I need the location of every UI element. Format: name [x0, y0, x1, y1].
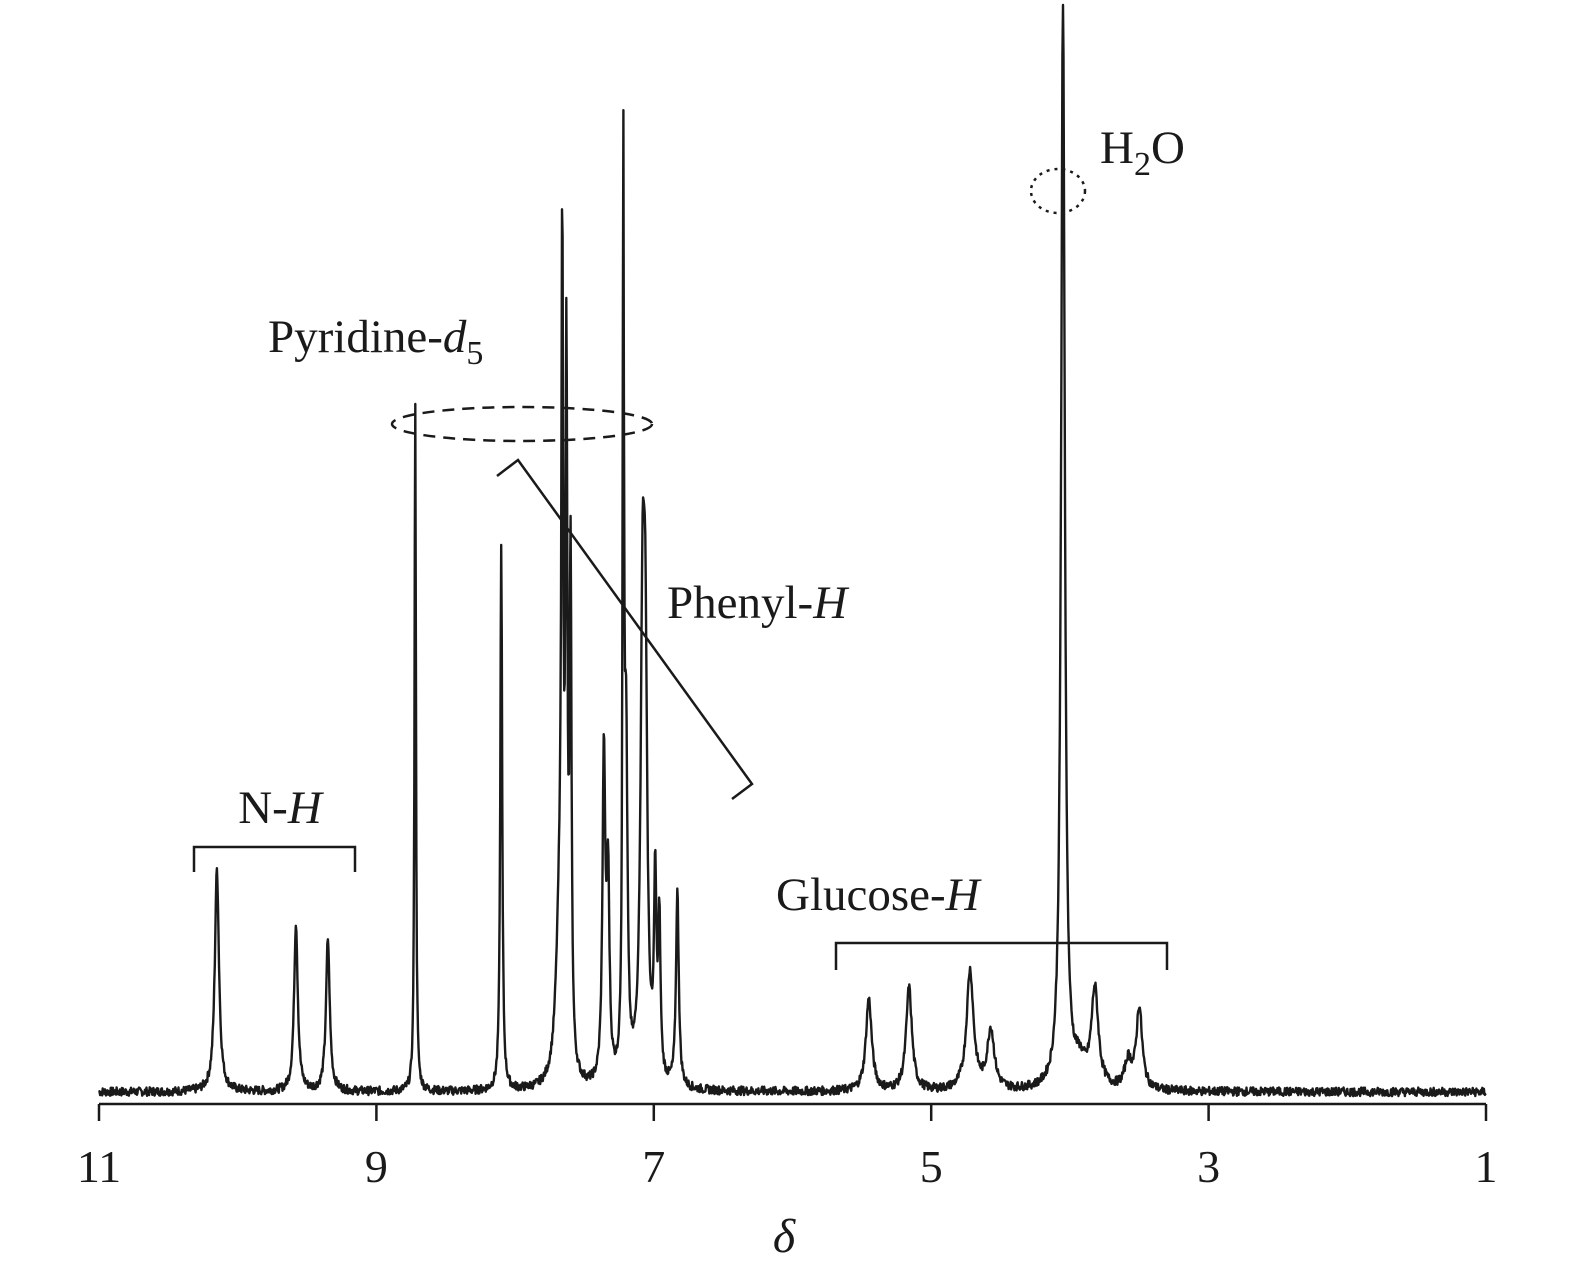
x-tick-label: 7 [642, 1141, 665, 1192]
pyridine-label: Pyridine-d5 [268, 311, 483, 372]
glucose-label-text: Glucose- [776, 869, 946, 921]
pyridine-label-sub: 5 [466, 335, 483, 372]
glucose-label-italic: H [945, 869, 983, 921]
phenyl-label-italic: H [812, 577, 850, 629]
water-dotted-ellipse [1029, 167, 1087, 215]
nh-label: N-H [238, 782, 325, 834]
x-tick-label: 5 [920, 1141, 943, 1192]
nh-label-italic: H [287, 782, 325, 834]
glucose-bracket [834, 941, 1169, 970]
water-label-sub: 2 [1134, 146, 1151, 183]
x-tick-label: 3 [1197, 1141, 1220, 1192]
phenyl-label: Phenyl-H [667, 577, 850, 629]
glucose-label: Glucose-H [776, 869, 983, 921]
x-tick-label: 9 [365, 1141, 388, 1192]
nh-bracket [192, 845, 357, 872]
water-label-after: O [1151, 122, 1185, 174]
x-tick-label: 11 [77, 1141, 121, 1192]
pyridine-label-text: Pyridine- [268, 311, 443, 363]
phenyl-bracket [496, 458, 754, 800]
phenyl-label-text: Phenyl- [667, 577, 813, 629]
x-axis-ticks: 11 9 7 5 3 1 [77, 1104, 1498, 1192]
water-label-text: H [1100, 122, 1134, 174]
x-tick-label: 1 [1475, 1141, 1498, 1192]
x-axis-label: δ [773, 1210, 796, 1263]
nh-label-text: N- [238, 782, 288, 834]
spectrum-line [98, 3, 1487, 1098]
pyridine-label-italic: d [443, 311, 467, 363]
water-label: H2O [1100, 122, 1185, 183]
pyridine-dashed-ellipse [390, 405, 654, 443]
